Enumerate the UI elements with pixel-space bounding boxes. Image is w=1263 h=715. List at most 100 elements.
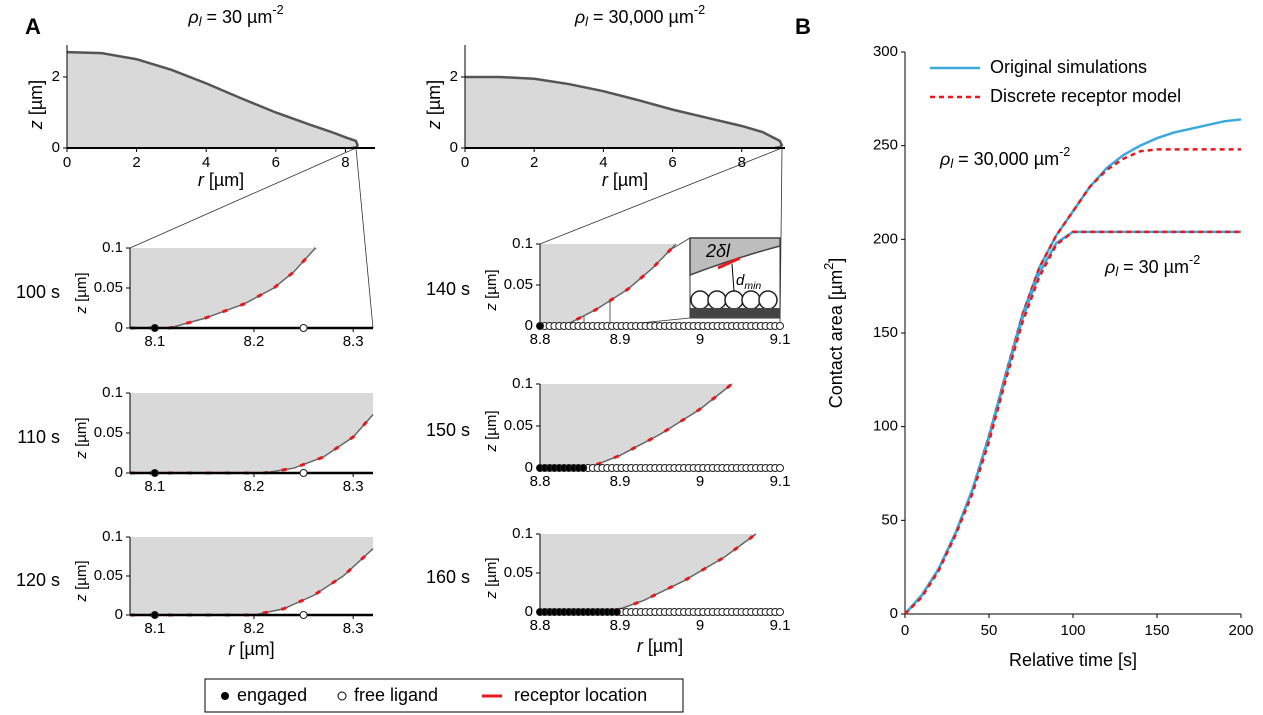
legend-label: Original simulations [990, 57, 1147, 77]
y-tick-label: 2 [450, 68, 458, 85]
legend-label: receptor location [514, 685, 647, 705]
text-part: min [744, 280, 761, 292]
x-tick-label: 4 [202, 154, 210, 171]
text-part: = 30 µm [1118, 257, 1189, 277]
text-part: [µm] [483, 269, 500, 303]
text-part: ρ [574, 7, 585, 27]
text-part: ] [826, 258, 846, 263]
cell-outline [66, 50, 359, 150]
text-part: [µm] [73, 560, 90, 594]
y-tick-label: 0 [115, 464, 123, 481]
text-part: z [483, 303, 500, 312]
x-tick-label: 2 [132, 154, 140, 171]
y-tick-label: 0.1 [512, 235, 533, 252]
legend-label: engaged [237, 685, 307, 705]
x-tick-label: 100 [1060, 622, 1085, 639]
y-tick-label: 50 [881, 511, 898, 528]
x-axis-label: r [µm] [602, 170, 648, 190]
time-label: 110 s [17, 427, 60, 447]
panel-label: B [795, 14, 811, 39]
x-tick-label: 9.1 [770, 331, 791, 348]
text-part: [µm] [73, 272, 90, 306]
x-tick-label: 200 [1228, 622, 1253, 639]
text-part: l [726, 241, 731, 261]
cell-area [130, 537, 373, 615]
text-part: [µm] [483, 557, 500, 591]
x-tick-label: 8.2 [244, 333, 265, 350]
text-part: l [585, 15, 589, 29]
text-part: [µm] [234, 639, 274, 659]
y-tick-label: 250 [873, 137, 898, 154]
x-tick-label: 9.1 [770, 473, 791, 490]
y-axis-label: z [µm] [483, 410, 500, 452]
y-axis-label: z [µm] [73, 272, 90, 314]
y-tick-label: 0.05 [504, 276, 533, 293]
engaged-ligand [150, 469, 159, 477]
text-part: [µm] [424, 80, 444, 120]
text-part: r [637, 636, 644, 656]
text-part: [µm] [608, 170, 648, 190]
cell-outline [465, 75, 784, 150]
x-axis-label: r [µm] [198, 170, 244, 190]
cell-area [130, 393, 373, 473]
y-axis-label: z [µm] [26, 80, 46, 130]
x-tick-label: 0 [63, 154, 71, 171]
text-part: = 30 µm [202, 7, 273, 27]
panel-label: A [25, 14, 41, 39]
text-part: l [199, 15, 203, 29]
y-tick-label: 0 [525, 603, 533, 620]
y-tick-label: 0.05 [94, 279, 123, 296]
text-part: ρ [187, 7, 198, 27]
text-part: -2 [1059, 145, 1070, 159]
y-axis-label: Contact area [µm2] [822, 258, 845, 408]
free-ligand [776, 608, 784, 616]
text-part: z [26, 120, 46, 130]
text-part: z [73, 594, 90, 603]
text-part: l [1115, 265, 1119, 279]
x-tick-label: 8.8 [530, 331, 551, 348]
y-axis-label: z [µm] [483, 557, 500, 599]
y-tick-label: 0.05 [504, 417, 533, 434]
legend: engaged free ligand receptor location [204, 678, 684, 713]
y-tick-label: 0.1 [512, 375, 533, 392]
annotation: ρl = 30 µm-2 [1104, 253, 1200, 279]
x-tick-label: 8.8 [530, 617, 551, 634]
receptors [130, 547, 375, 617]
y-tick-label: 0.1 [102, 239, 123, 256]
text-part: r [198, 170, 205, 190]
y-tick-label: 0 [890, 605, 898, 622]
y-tick-label: 2 [52, 68, 60, 85]
x-tick-label: 0 [901, 622, 909, 639]
y-tick-label: 0 [115, 606, 123, 623]
time-label: 120 s [16, 570, 60, 590]
text-part: z [483, 591, 500, 600]
legend-symbol [221, 692, 229, 700]
cell-area [465, 76, 782, 148]
inset [689, 237, 781, 319]
x-tick-label: 9.1 [770, 617, 791, 634]
time-label: 160 s [426, 567, 470, 587]
x-tick-label: 8.1 [144, 620, 165, 637]
x-tick-label: 8.1 [144, 333, 165, 350]
y-axis-label: z [µm] [73, 417, 90, 459]
series-line [904, 230, 1241, 615]
y-tick-label: 0.1 [512, 525, 533, 542]
text-part: [µm] [643, 636, 683, 656]
y-tick-label: 200 [873, 230, 898, 247]
text-part: [µm] [73, 417, 90, 451]
x-axis-label: r [µm] [637, 636, 683, 656]
text-part: z [483, 444, 500, 453]
y-tick-label: 0 [115, 319, 123, 336]
x-tick-label: 8.9 [610, 473, 631, 490]
text-part: [µm] [204, 170, 244, 190]
cell-area [540, 534, 756, 612]
text-part: z [73, 451, 90, 460]
x-tick-label: 9 [696, 331, 704, 348]
text-part: 2 [822, 263, 836, 270]
free-ligand [776, 464, 784, 472]
text-part: -2 [1189, 253, 1200, 267]
text-part: = 30,000 µm [953, 149, 1059, 169]
chart-title: ρl = 30,000 µm-2 [574, 3, 705, 29]
text-part: [µm] [483, 410, 500, 444]
x-tick-label: 50 [981, 622, 998, 639]
